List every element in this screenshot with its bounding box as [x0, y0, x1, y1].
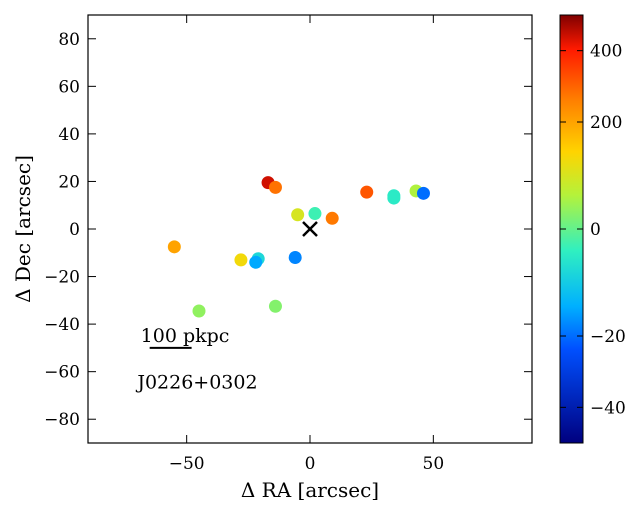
data-point — [288, 251, 302, 265]
x-axis-title: Δ RA [arcsec] — [241, 478, 379, 502]
data-point — [268, 180, 282, 194]
data-point — [291, 208, 305, 222]
y-tick-label: 0 — [69, 220, 80, 240]
data-point — [249, 255, 263, 269]
colorbar-tick-label: 400 — [590, 42, 622, 62]
y-tick-label: −80 — [44, 410, 80, 430]
x-tick-label: 50 — [423, 454, 445, 474]
y-axis-title: Δ Dec [arcsec] — [11, 155, 35, 303]
data-points — [167, 176, 430, 318]
y-tick-label: 40 — [58, 125, 80, 145]
data-point — [268, 299, 282, 313]
colorbar-tick-label: 200 — [590, 113, 622, 133]
x-tick-label: 0 — [305, 454, 316, 474]
scale-bar-label: 100 pkpc — [141, 325, 230, 347]
data-point — [167, 240, 181, 254]
colorbar-tick-label: −40 — [590, 398, 626, 418]
center-marker-icon — [302, 221, 318, 237]
y-tick-label: −20 — [44, 268, 80, 288]
x-tick-label: −50 — [169, 454, 205, 474]
data-point — [387, 191, 401, 205]
object-name-label: J0226+0302 — [135, 371, 257, 393]
y-tick-label: 60 — [58, 77, 80, 97]
data-point — [325, 211, 339, 225]
y-axis: −80 −60 −40 −20 0 20 40 60 80 — [44, 30, 532, 430]
scale-bar: 100 pkpc — [141, 325, 230, 349]
colorbar-axis: −40 −20 0 200 400 — [560, 42, 626, 418]
data-point — [192, 304, 206, 318]
colorbar-tick-label: −20 — [590, 327, 626, 347]
y-tick-label: 80 — [58, 30, 80, 50]
y-tick-label: 20 — [58, 172, 80, 192]
x-axis: −50 0 50 — [169, 15, 444, 474]
center-marker-stroke — [302, 221, 318, 237]
colorbar-tick-label: 0 — [590, 220, 601, 240]
data-point — [360, 185, 374, 199]
data-point — [308, 207, 322, 221]
data-point — [234, 253, 248, 267]
y-tick-label: −40 — [44, 315, 80, 335]
data-point — [416, 186, 430, 200]
y-tick-label: −60 — [44, 363, 80, 383]
